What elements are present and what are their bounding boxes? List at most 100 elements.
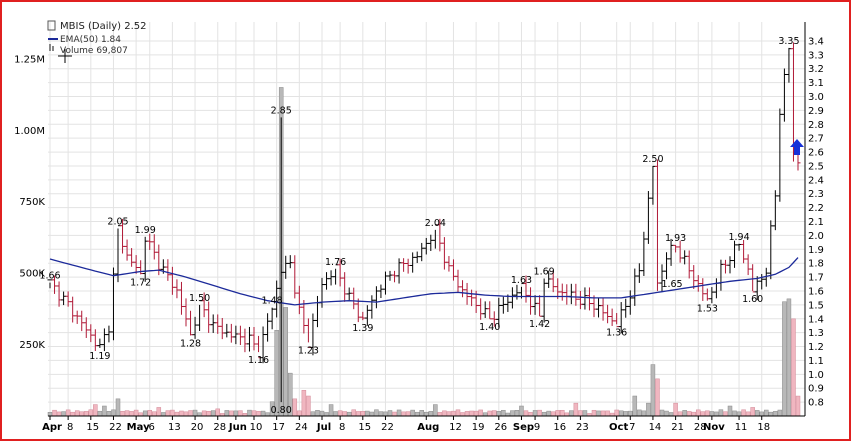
price-bar — [478, 298, 484, 320]
volume-bar — [65, 409, 71, 417]
price-tick-label: 1.1 — [808, 356, 824, 367]
volume-bar — [487, 410, 492, 417]
volume-bar — [229, 410, 234, 417]
volume-bar — [664, 410, 669, 417]
volume-bar — [691, 411, 696, 417]
volume-bar — [233, 410, 239, 417]
price-bar — [568, 283, 574, 305]
volume-bar — [442, 410, 447, 417]
price-bar — [469, 289, 475, 307]
price-bar — [88, 324, 94, 343]
volume-bar — [201, 410, 207, 417]
volume-bar — [256, 411, 261, 417]
volume-bar — [392, 411, 397, 417]
price-bars — [47, 42, 801, 403]
volume-bar — [605, 410, 610, 417]
volume-bar — [333, 411, 338, 417]
volume-bar — [628, 410, 633, 417]
volume-bar — [537, 409, 542, 417]
price-bar — [777, 108, 783, 202]
volume-bar — [569, 410, 574, 417]
price-annotation: 1.36 — [606, 327, 627, 338]
price-bar — [591, 295, 597, 318]
volume-bar — [750, 407, 755, 417]
price-bar — [346, 287, 352, 301]
volume-bar — [659, 409, 665, 417]
volume-bar — [614, 409, 619, 417]
price-bar — [246, 326, 252, 352]
volume-bar — [324, 412, 329, 417]
ema-line — [49, 257, 799, 306]
volume-bar — [723, 411, 728, 417]
volume-bar — [179, 410, 184, 417]
volume-bar — [736, 411, 742, 417]
volume-bar — [673, 402, 678, 417]
price-bar — [700, 278, 706, 301]
volume-bar — [700, 411, 706, 417]
price-bar — [559, 283, 565, 301]
volume-tick-label: 1.00M — [14, 126, 45, 137]
volume-bar — [446, 411, 452, 417]
price-bar — [79, 310, 85, 332]
price-tick-label: 0.9 — [808, 384, 824, 395]
price-tick-label: 1.8 — [808, 259, 824, 270]
price-annotation: 1.23 — [298, 345, 319, 356]
price-tick-label: 3.2 — [808, 64, 824, 75]
price-annotation: 1.16 — [248, 355, 269, 366]
price-bar — [224, 323, 230, 338]
date-tick-label: 22 — [109, 422, 122, 433]
volume-bar — [192, 409, 198, 417]
volume-bar — [306, 395, 311, 417]
price-tick-label: 3.3 — [808, 50, 824, 61]
ema-legend-label: EMA(50) 1.84 — [60, 35, 121, 45]
volume-bar — [165, 410, 171, 417]
volume-bar — [188, 410, 193, 417]
volume-bar — [791, 318, 796, 417]
volume-bar — [383, 411, 388, 417]
date-tick-label: 19 — [472, 422, 485, 433]
price-annotation: 1.63 — [511, 275, 532, 286]
price-bar — [732, 240, 738, 268]
volume-bar — [247, 409, 252, 417]
price-bar — [455, 269, 461, 293]
price-tick-label: 2.8 — [808, 120, 824, 131]
price-tick-label: 3.1 — [808, 78, 824, 89]
price-annotation: 1.94 — [728, 232, 749, 243]
date-tick-label: 7 — [629, 422, 635, 433]
volume-bar — [492, 410, 497, 417]
volume-bar — [514, 410, 520, 417]
price-bar — [419, 242, 425, 262]
date-tick-label: 20 — [191, 422, 204, 433]
price-bar — [328, 270, 334, 286]
date-tick-label: 23 — [576, 422, 589, 433]
volume-bar — [705, 410, 710, 417]
volume-bar — [550, 411, 556, 417]
price-bar — [65, 291, 71, 307]
volume-bar — [265, 412, 270, 417]
price-tick-label: 2.9 — [808, 106, 824, 117]
volume-bar — [342, 411, 347, 417]
volume-bar — [93, 404, 98, 417]
volume-bar — [732, 410, 737, 417]
price-bar — [56, 281, 62, 307]
volume-bar — [419, 410, 424, 417]
price-bar — [174, 279, 180, 299]
volume-bar — [161, 412, 166, 417]
price-tick-label: 1.2 — [808, 342, 824, 353]
volume-bar — [632, 395, 638, 417]
volume-bar — [641, 410, 647, 417]
price-annotation: 1.19 — [89, 351, 110, 362]
price-bar — [369, 295, 375, 319]
price-bar — [151, 234, 157, 260]
price-annotation: 2.04 — [425, 218, 446, 229]
price-bar — [283, 255, 289, 279]
price-bar — [487, 301, 493, 320]
price-bar — [641, 231, 647, 276]
volume-bar — [650, 364, 656, 417]
price-bar — [682, 250, 688, 265]
price-annotation: 1.65 — [661, 279, 682, 290]
date-tick-label: Oct — [609, 422, 628, 433]
price-bar — [188, 310, 194, 336]
price-bar — [414, 251, 420, 263]
date-tick-label: 13 — [168, 422, 181, 433]
